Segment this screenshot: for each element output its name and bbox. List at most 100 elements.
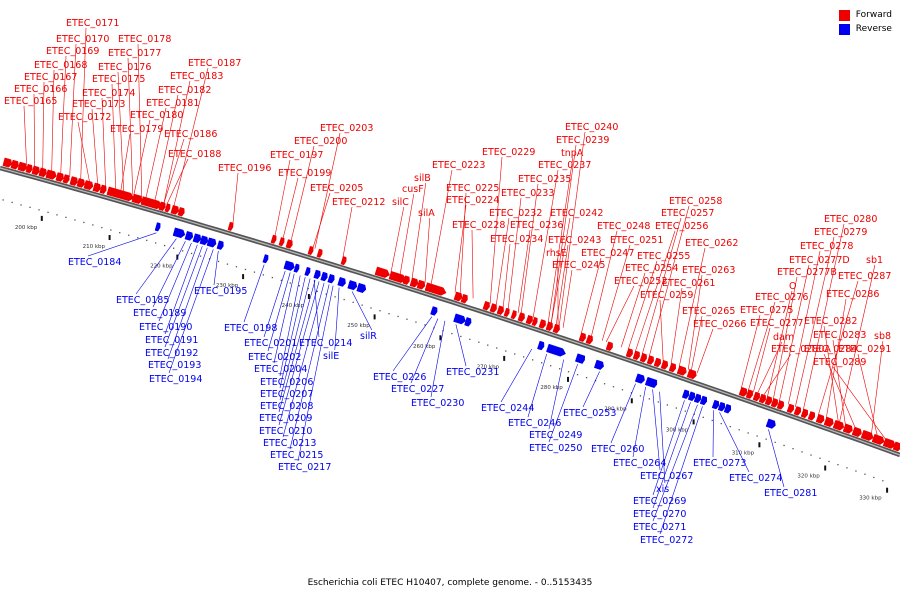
scale-dot xyxy=(711,419,713,422)
scale-dot xyxy=(702,416,704,418)
forward-gene xyxy=(632,350,640,361)
backbone-highlight xyxy=(0,167,900,456)
forward-gene xyxy=(177,207,185,217)
reverse-gene xyxy=(192,233,202,244)
axis-tick-mark xyxy=(307,294,310,299)
reverse-gene-label: ETEC_0184 xyxy=(68,257,121,268)
reverse-gene-label: ETEC_0260 xyxy=(591,444,644,455)
forward-gene xyxy=(164,203,171,213)
forward-gene xyxy=(660,359,668,370)
reverse-gene xyxy=(681,389,690,399)
scale-dot xyxy=(29,206,31,208)
forward-gene xyxy=(842,423,853,434)
reverse-label-leader xyxy=(313,279,320,338)
forward-label-leader xyxy=(424,217,431,284)
forward-gene-label: ETEC_0173 xyxy=(72,99,125,110)
forward-gene xyxy=(510,310,517,320)
axis-tick-label: 330 kbp xyxy=(859,496,882,502)
scale-dot xyxy=(532,359,534,361)
forward-gene xyxy=(823,416,834,427)
forward-label-leader xyxy=(517,229,531,313)
reverse-gene xyxy=(347,280,358,291)
scale-dot xyxy=(576,374,579,376)
scale-dot xyxy=(684,410,686,412)
forward-gene xyxy=(99,184,107,194)
scale-dot xyxy=(514,353,516,355)
scale-dot xyxy=(128,234,130,236)
axis-tick-label: 210 kbp xyxy=(83,244,106,250)
forward-gene-label: ETEC_0291 xyxy=(838,344,891,355)
forward-gene xyxy=(668,362,676,373)
reverse-gene-label: silR xyxy=(360,331,377,342)
scale-dot xyxy=(343,298,345,301)
reverse-gene-label: ETEC_0193 xyxy=(148,360,201,371)
forward-gene-label: ETEC_0251 xyxy=(610,235,663,246)
reverse-gene-label: ETEC_0267 xyxy=(640,471,693,482)
forward-gene xyxy=(92,182,101,193)
scale-dot xyxy=(603,383,606,385)
forward-gene xyxy=(69,176,78,186)
scale-dot xyxy=(460,335,462,338)
scale-dot xyxy=(729,426,731,428)
forward-label-leader xyxy=(757,341,783,394)
forward-gene xyxy=(653,357,661,368)
reverse-label-leader xyxy=(267,272,291,352)
scale-dot xyxy=(253,271,256,273)
forward-gene xyxy=(758,393,766,404)
reverse-gene xyxy=(199,235,209,246)
forward-gene-label: ETEC_0212 xyxy=(332,197,385,208)
forward-label-leader xyxy=(634,230,676,352)
reverse-gene-label: ETEC_0204 xyxy=(254,364,307,375)
forward-gene-label: ETEC_0236 xyxy=(510,220,563,231)
forward-gene-label: ETEC_0228 xyxy=(452,220,505,231)
forward-gene xyxy=(17,161,28,172)
reverse-gene-label: ETEC_0201 xyxy=(244,338,297,349)
forward-label-leader xyxy=(779,264,810,402)
scale-dot xyxy=(56,214,58,216)
reverse-label-leader xyxy=(273,273,295,364)
scale-dot xyxy=(864,473,866,475)
scale-dot xyxy=(846,467,848,469)
reverse-gene-label: ETEC_0214 xyxy=(299,338,352,349)
forward-gene-label: ETEC_0200 xyxy=(294,136,347,147)
reverse-gene xyxy=(154,222,161,232)
scale-dot xyxy=(119,232,121,234)
scale-dot xyxy=(550,365,552,367)
forward-label-leader xyxy=(590,230,618,338)
reverse-label-leader xyxy=(282,282,325,438)
reverse-label-leader xyxy=(430,320,446,398)
legend-forward-swatch xyxy=(838,9,850,21)
forward-gene xyxy=(738,386,748,397)
reverse-label-leader xyxy=(768,429,785,488)
forward-label-leader xyxy=(312,192,331,249)
forward-gene-label: ETEC_0237 xyxy=(538,160,591,171)
forward-label-leader xyxy=(166,158,189,205)
forward-gene xyxy=(25,163,33,174)
axis-tick-mark xyxy=(242,274,245,280)
scale-dot xyxy=(226,263,229,265)
forward-gene xyxy=(851,426,862,437)
forward-gene xyxy=(76,178,85,188)
forward-gene-label: ETEC_0280 xyxy=(824,214,877,225)
scale-dot xyxy=(774,441,776,443)
forward-label-leader xyxy=(788,250,821,405)
reverse-gene-label: ETEC_0185 xyxy=(116,295,169,306)
forward-gene-label: dam xyxy=(773,332,794,343)
forward-label-leader xyxy=(547,157,574,323)
reverse-label-leader xyxy=(213,250,219,286)
reverse-gene xyxy=(172,227,186,239)
reverse-gene xyxy=(699,395,708,406)
forward-gene-label: ETEC_0166 xyxy=(14,84,67,95)
forward-label-leader xyxy=(42,81,45,170)
axis-ticks: 200 kbp 210 kbp 220 kbp 230 kbp 240 kbp 250 k… xyxy=(2,199,889,502)
forward-label-leader xyxy=(520,183,539,314)
forward-gene-label: ETEC_0170 xyxy=(56,34,109,45)
reverse-gene xyxy=(634,373,645,384)
reverse-gene-label: ETEC_0206 xyxy=(260,377,313,388)
reverse-gene-label: ETEC_0213 xyxy=(263,438,316,449)
forward-gene xyxy=(764,395,772,406)
forward-gene xyxy=(374,266,390,278)
reverse-gene xyxy=(337,276,346,287)
reverse-label-leader xyxy=(279,275,301,377)
